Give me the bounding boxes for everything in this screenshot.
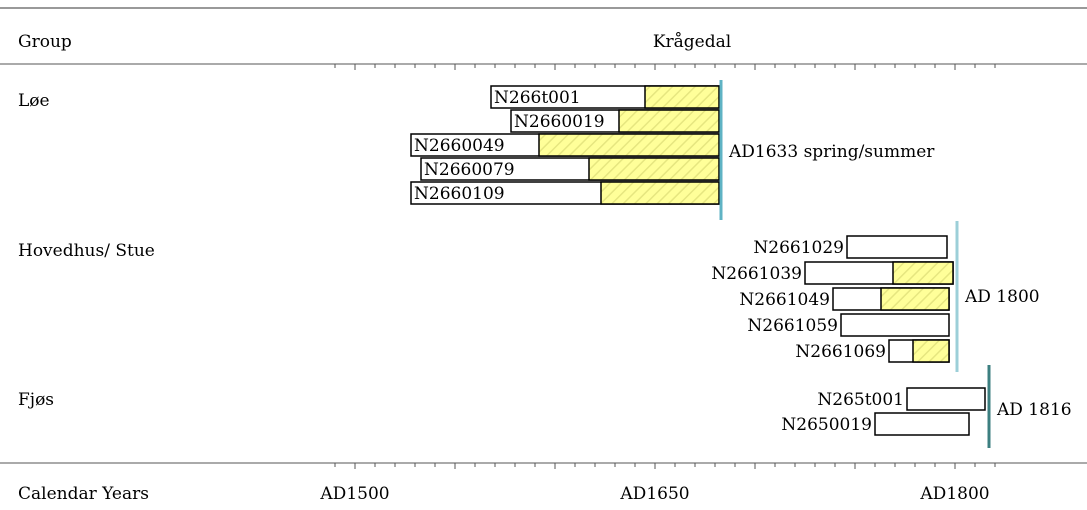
sample-bar-sapwood (538, 133, 720, 157)
x-tick-labels: AD1500 AD1650 AD1800 (319, 484, 989, 504)
sample-id-label: N2660109 (414, 184, 505, 204)
group-label: Løe (18, 91, 50, 111)
felling-date-label: AD1633 spring/summer (728, 142, 935, 162)
x-axis-label: Calendar Years (18, 484, 149, 504)
top-axis-ticks (334, 64, 996, 70)
sample-id-label: N2661059 (747, 316, 838, 336)
felling-date-label: AD 1816 (996, 400, 1072, 420)
sample-id-label: N2660049 (414, 136, 505, 156)
felling-date-label: AD 1800 (964, 287, 1040, 307)
sample-group: Fjøs N265t001 N2650019 AD 1816 (18, 365, 1072, 448)
sample-id-label: N2661069 (795, 342, 886, 362)
sample-bar-sapwood (880, 287, 950, 311)
sample-bar-heartwood (846, 235, 948, 259)
sample-group: Løe N266t001 N2660019 N2660049 N2660079 N2660… (18, 80, 935, 220)
x-tick-label: AD1650 (619, 484, 689, 504)
sample-id-label: N2660019 (514, 112, 605, 132)
sample-id-label: N265t001 (817, 390, 904, 410)
sample-id-label: N2660079 (424, 160, 515, 180)
sample-id-label: N2650019 (781, 415, 872, 435)
bottom-axis-ticks (334, 463, 996, 469)
sample-bar-sapwood (600, 181, 720, 205)
sample-bar-sapwood (588, 157, 720, 181)
x-tick-label: AD1800 (919, 484, 989, 504)
sample-bar-sapwood (912, 339, 950, 363)
sample-bar-heartwood (840, 313, 950, 337)
sample-bar-sapwood (644, 85, 720, 109)
group-label: Hovedhus/ Stue (18, 241, 155, 261)
x-tick-label: AD1500 (319, 484, 389, 504)
column-header-group: Group (18, 32, 72, 52)
sample-bar-sapwood (618, 109, 720, 133)
sample-bar-sapwood (892, 261, 954, 285)
sample-bar-heartwood (906, 387, 986, 411)
sample-id-label: N2661029 (753, 238, 844, 258)
groups-layer: Løe N266t001 N2660019 N2660049 N2660079 N2660… (18, 80, 1072, 448)
sample-group: Hovedhus/ Stue N2661029 N2661039 N2661049 N2… (18, 221, 1040, 372)
sample-id-label: N2661049 (739, 290, 830, 310)
chart-title: Krågedal (653, 32, 731, 52)
sample-id-label: N2661039 (711, 264, 802, 284)
sample-id-label: N266t001 (494, 88, 581, 108)
sample-bar-heartwood (874, 412, 970, 436)
group-label: Fjøs (18, 390, 54, 410)
